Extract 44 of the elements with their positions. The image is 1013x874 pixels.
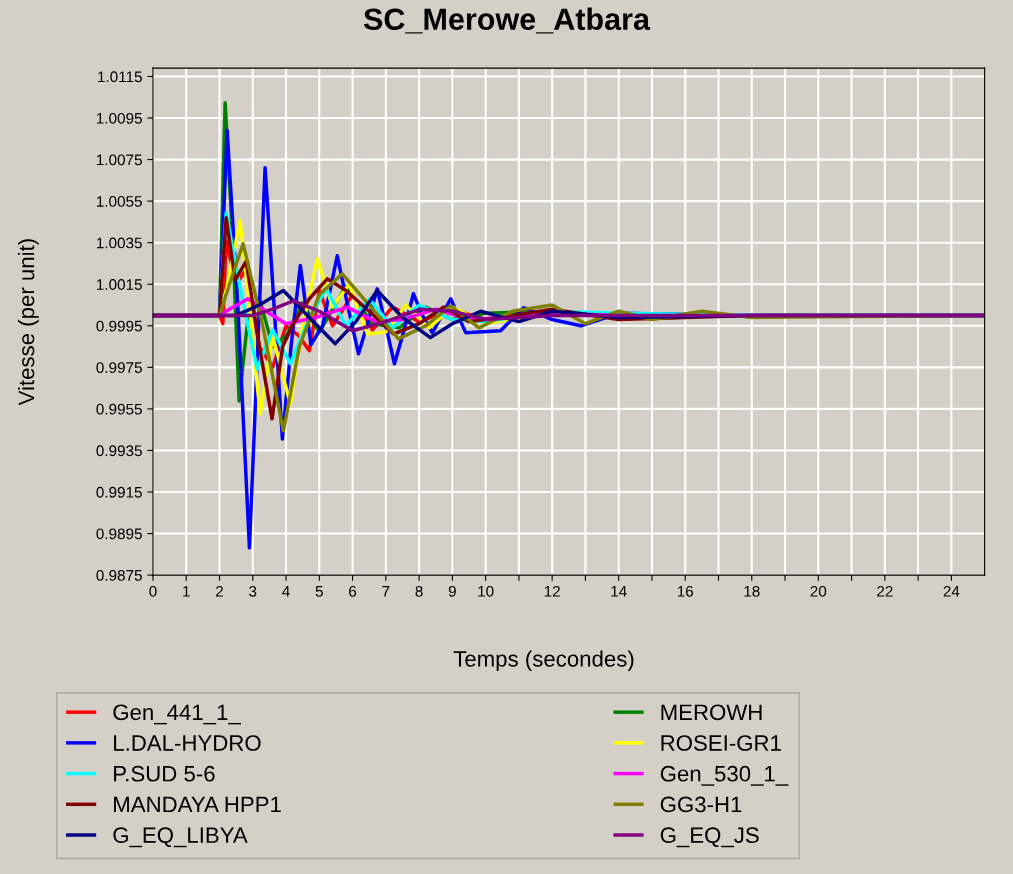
legend-label: Gen_530_1_ — [660, 765, 789, 786]
y-tick-label: 1.0055 — [96, 196, 142, 207]
x-tick-label: 0 — [149, 585, 157, 597]
x-tick-label: 22 — [877, 585, 893, 597]
x-tick-label: 3 — [249, 585, 257, 597]
legend-label: GG3-H1 — [660, 796, 742, 813]
y-tick-label: 0.9915 — [96, 486, 142, 498]
y-tick-label: 1.0015 — [96, 279, 142, 290]
x-tick-label: 14 — [611, 586, 627, 597]
legend-label: ROSEI-GR1 — [661, 735, 781, 751]
x-tick-label: 18 — [744, 585, 760, 597]
x-tick-label: 6 — [349, 585, 357, 597]
y-tick-label: 0.9875 — [96, 569, 142, 581]
y-tick-label: 0.9975 — [96, 362, 142, 374]
x-tick-label: 12 — [544, 585, 560, 597]
y-tick-label: 1.0075 — [96, 154, 142, 166]
x-tick-label: 20 — [810, 585, 827, 597]
y-tick-label: 1.0035 — [96, 237, 142, 249]
x-axis-title: Temps (secondes) — [453, 650, 634, 672]
legend-label: Gen_441_1_ — [113, 704, 242, 725]
y-tick-label: 1.0095 — [96, 112, 142, 124]
x-tick-label: 5 — [315, 586, 323, 597]
y-tick-label: 0.9995 — [96, 320, 142, 332]
legend-label: MANDAYA HPP1 — [114, 796, 281, 813]
x-tick-label: 9 — [448, 585, 456, 597]
x-tick-label: 2 — [216, 585, 223, 597]
x-tick-label: 10 — [478, 585, 494, 597]
chart-title: SC_Merowe_Atbara — [363, 7, 651, 34]
x-tick-label: 24 — [943, 585, 960, 597]
x-tick-label: 8 — [415, 585, 423, 597]
x-tick-label: 1 — [183, 586, 190, 597]
y-tick-label: 1.0115 — [98, 71, 142, 83]
y-axis-title: Vitesse (per unit) — [18, 239, 39, 406]
y-tick-label: 0.9935 — [96, 445, 142, 457]
x-tick-label: 7 — [382, 586, 390, 597]
x-tick-label: 16 — [677, 585, 694, 597]
legend-label: G_EQ_JS — [660, 827, 759, 848]
legend-label: P.SUD 5-6 — [114, 765, 215, 782]
legend-label: L.DAL-HYDRO — [114, 735, 261, 751]
legend-label: G_EQ_LIBYA — [113, 827, 248, 848]
x-tick-label: 4 — [282, 586, 290, 597]
legend-label: MEROWH — [661, 704, 762, 721]
y-tick-label: 0.9955 — [96, 403, 142, 415]
y-tick-label: 0.9895 — [96, 528, 142, 540]
